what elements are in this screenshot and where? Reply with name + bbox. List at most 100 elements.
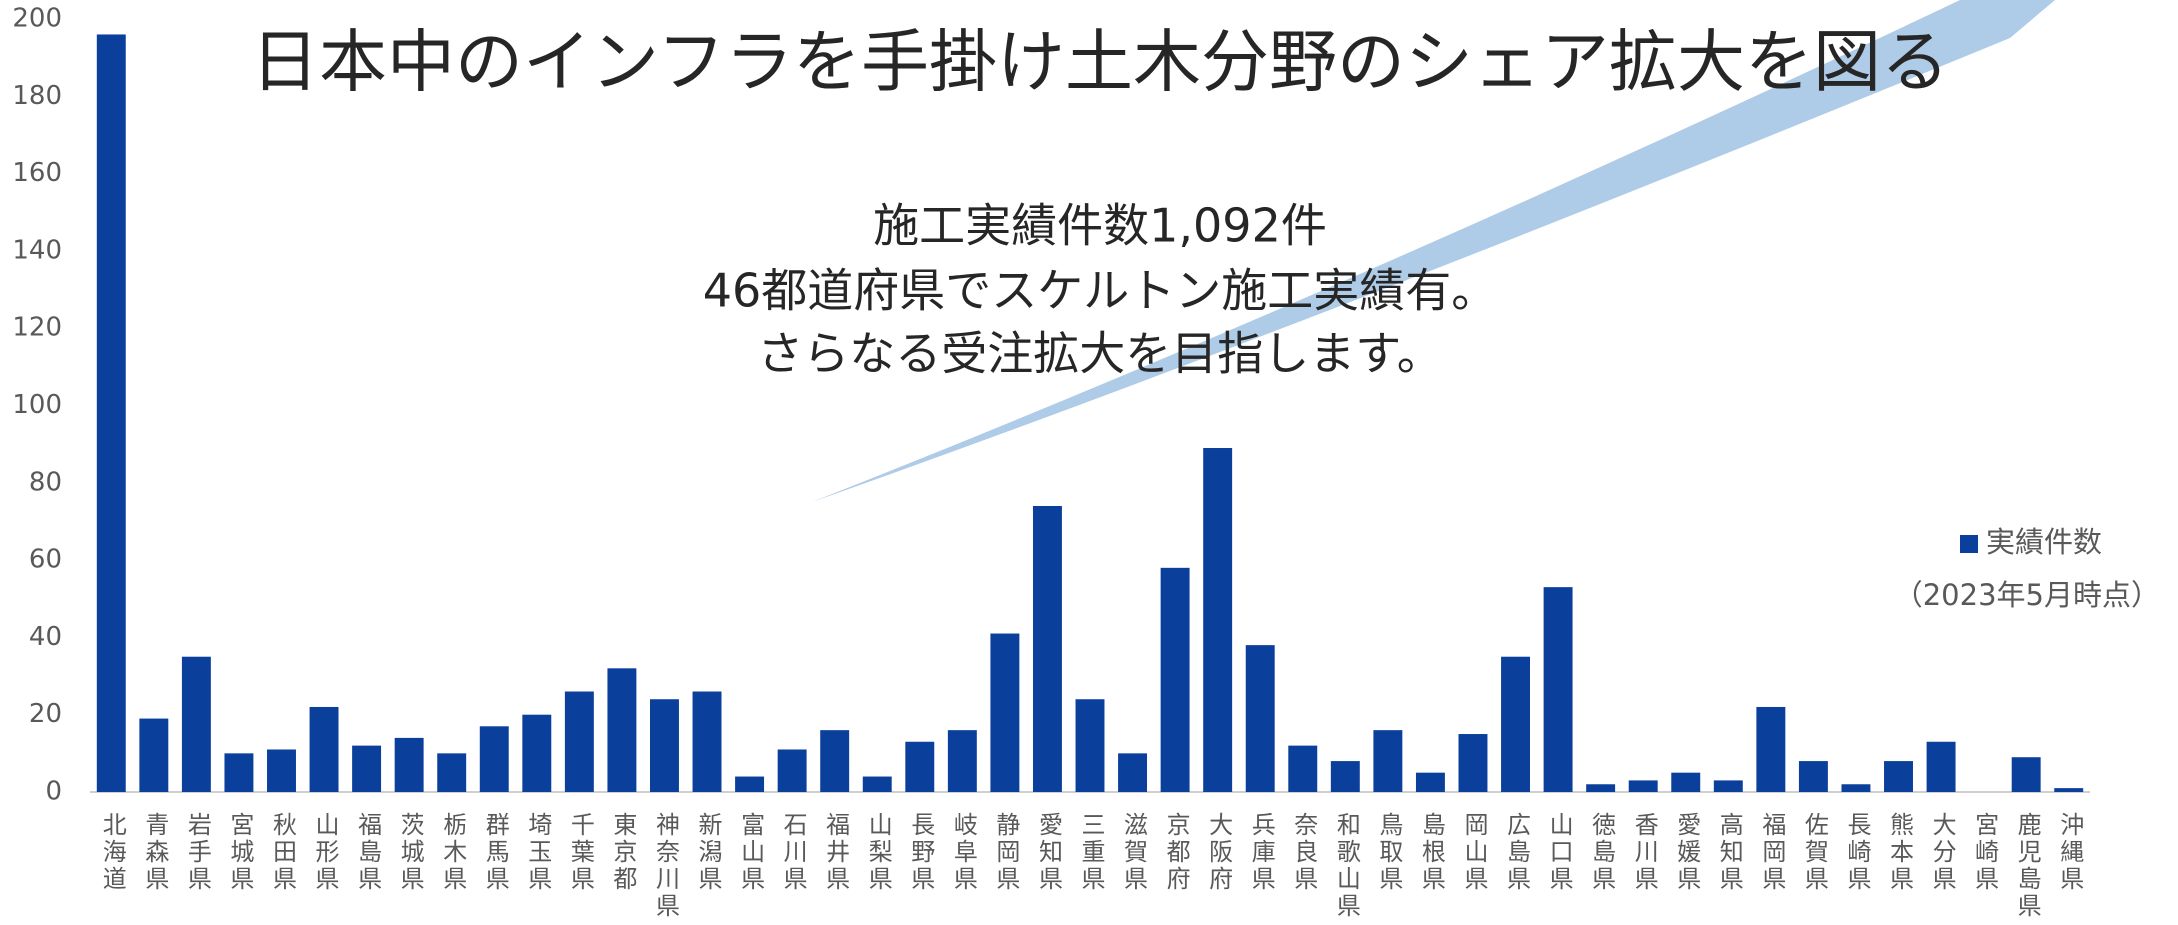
x-tick-label: 神奈川県	[651, 812, 679, 920]
y-tick-label: 200	[12, 4, 62, 34]
bar	[1118, 753, 1148, 792]
arrow-decoration	[812, 0, 2055, 502]
x-tick-label: 三重県	[1077, 812, 1105, 893]
x-tick-label: 岩手県	[183, 812, 211, 893]
bar	[820, 730, 850, 792]
bar	[1501, 656, 1530, 792]
bar	[1458, 734, 1488, 792]
x-tick-label: 奈良県	[1290, 812, 1318, 893]
bar	[947, 730, 977, 792]
x-tick-label: 埼玉県	[524, 812, 552, 893]
bar	[394, 737, 424, 792]
bar	[862, 776, 892, 792]
bar	[181, 656, 211, 792]
x-tick-label: 宮城県	[226, 812, 254, 893]
bar	[1160, 567, 1190, 792]
x-tick-label: 長野県	[907, 812, 935, 893]
y-tick-label: 120	[12, 313, 62, 343]
x-tick-label: 栃木県	[439, 812, 467, 893]
bar	[735, 776, 765, 792]
bar	[1032, 505, 1062, 792]
bar	[2011, 757, 2041, 792]
bar	[692, 691, 722, 792]
x-tick-label: 千葉県	[566, 812, 594, 893]
bar	[224, 753, 254, 792]
x-tick-label: 愛媛県	[1673, 812, 1701, 893]
x-tick-label: 鹿児島県	[2013, 812, 2041, 920]
x-tick-label: 石川県	[779, 812, 807, 893]
x-tick-label: 愛知県	[1034, 812, 1062, 893]
x-tick-label: 福井県	[822, 812, 850, 893]
x-tick-label: 新潟県	[694, 812, 722, 893]
x-tick-label: 秋田県	[268, 812, 296, 893]
x-tick-label: 群馬県	[481, 812, 509, 893]
bar	[1415, 772, 1445, 792]
bar	[777, 749, 807, 792]
chart-title: 日本中のインフラを手掛け土木分野のシェア拡大を図る	[251, 24, 1949, 103]
x-tick-label: 徳島県	[1588, 812, 1616, 893]
bar	[607, 668, 637, 792]
bar	[564, 691, 594, 792]
bar	[1330, 761, 1360, 792]
bar	[1628, 780, 1658, 792]
x-tick-label: 福岡県	[1758, 812, 1786, 893]
bar	[1203, 448, 1233, 792]
x-tick-label: 香川県	[1630, 812, 1658, 893]
x-tick-label: 熊本県	[1886, 812, 1914, 893]
annotation: 46都道府県でスケルトン施工実績有。	[703, 264, 1498, 318]
y-tick-label: 140	[12, 235, 62, 265]
x-tick-label: 山梨県	[864, 812, 892, 893]
y-tick-label: 160	[12, 158, 62, 188]
bar	[309, 706, 339, 792]
y-tick-label: 80	[29, 467, 62, 497]
bar	[2054, 788, 2084, 792]
legend-swatch	[1960, 535, 1978, 553]
x-tick-label: 富山県	[737, 812, 765, 893]
bar	[905, 741, 935, 792]
x-tick-label: 岡山県	[1460, 812, 1488, 893]
x-tick-label: 静岡県	[992, 812, 1020, 893]
x-tick-label: 茨城県	[396, 812, 424, 893]
annotation: 施工実績件数1,092件	[873, 199, 1327, 253]
bar	[352, 745, 382, 792]
annotation: さらなる受注拡大を目指します。	[757, 327, 1442, 381]
bar	[1075, 699, 1105, 792]
x-tick-label: 山形県	[311, 812, 339, 893]
x-tick-label: 沖縄県	[2056, 812, 2084, 893]
x-tick-label: 高知県	[1715, 812, 1743, 893]
legend-label: 実績件数	[1986, 525, 2102, 559]
bar	[139, 718, 169, 792]
bar	[479, 726, 509, 792]
y-tick-label: 180	[12, 81, 62, 111]
x-tick-label: 東京都	[609, 812, 637, 893]
bar	[1373, 730, 1403, 792]
bar	[1926, 741, 1956, 792]
x-tick-label: 広島県	[1503, 812, 1531, 893]
bar	[990, 633, 1020, 792]
bar	[650, 699, 679, 792]
x-tick-label: 山口県	[1545, 812, 1573, 893]
bar	[1798, 761, 1828, 792]
x-tick-label: 岐阜県	[949, 812, 977, 893]
x-tick-label: 滋賀県	[1120, 812, 1148, 893]
y-tick-label: 100	[12, 390, 62, 420]
bar	[437, 753, 467, 792]
x-tick-label: 福島県	[354, 812, 382, 893]
x-tick-label: 大阪府	[1205, 812, 1233, 893]
x-tick-label: 島根県	[1417, 812, 1445, 893]
bar	[1586, 784, 1616, 792]
y-tick-label: 40	[29, 622, 62, 652]
x-tick-label: 兵庫県	[1247, 812, 1275, 893]
y-tick-label: 0	[45, 777, 62, 807]
x-tick-label: 長崎県	[1843, 812, 1871, 893]
x-tick-label: 京都府	[1162, 812, 1190, 893]
note: （2023年5月時点）	[1894, 578, 2160, 612]
bar	[1713, 780, 1743, 792]
bar	[522, 714, 552, 792]
x-tick-label: 宮崎県	[1971, 812, 1999, 893]
bar	[1245, 645, 1275, 792]
x-tick-label: 青森県	[141, 812, 169, 893]
bar	[267, 749, 296, 792]
y-tick-label: 60	[29, 545, 62, 575]
